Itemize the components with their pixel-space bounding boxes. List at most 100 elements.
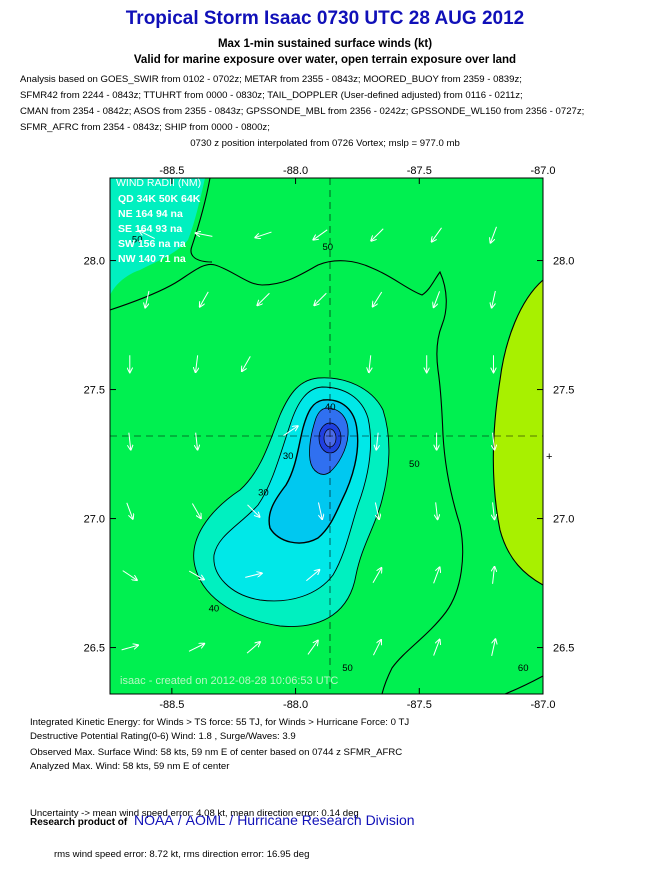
wind-radii-title: WIND RADII (NM) <box>116 177 201 189</box>
chart-subtitle: Max 1-min sustained surface winds (kt) <box>217 38 433 50</box>
wind-vector-arrow <box>247 504 259 517</box>
y-tick-label-right: 26.5 <box>553 643 574 655</box>
wind-radii-row: NE 164 94 na <box>118 208 183 220</box>
wind-vector-arrow <box>433 567 440 584</box>
contour-label: 40 <box>325 402 336 413</box>
wind-vector-arrow <box>200 291 209 307</box>
position-note: 0730 z position interpolated from 0726 V… <box>190 138 460 149</box>
wind-vector-arrow <box>188 644 204 652</box>
wind-vector-arrow <box>376 432 378 450</box>
wind-vector-arrow <box>372 568 381 583</box>
wind-vector-arrow <box>491 639 496 656</box>
contour-label: 60 <box>518 663 529 674</box>
wind-vector-arrow <box>492 290 496 308</box>
wind-vector-arrow <box>432 227 442 242</box>
wind-vector-arrow <box>369 355 371 372</box>
footer-prefix: Research product of <box>30 817 128 828</box>
wind-vector-arrow <box>493 502 495 519</box>
x-tick-label-bottom: -88.5 <box>159 699 184 710</box>
wind-vector-arrow <box>242 356 251 371</box>
info-line: rms wind speed error: 8.72 kt, rms direc… <box>30 848 310 860</box>
x-tick-label-bottom: -87.5 <box>407 699 432 710</box>
wind-vector-arrow <box>372 640 381 656</box>
x-tick-label-bottom: -88.0 <box>283 699 308 710</box>
hrd-link[interactable]: Hurricane Research Division <box>237 812 415 828</box>
y-tick-label-right: 28.0 <box>553 256 574 268</box>
wind-vectors <box>121 226 497 656</box>
footer-separator: / <box>177 812 182 828</box>
isotach-60-southeast <box>504 675 543 694</box>
aoml-link[interactable]: AOML <box>185 812 226 828</box>
analysis-line: Analysis based on GOES_SWIR from 0102 - … <box>20 74 522 85</box>
plot-frame <box>109 177 544 695</box>
noaa-link[interactable]: NOAA <box>134 812 174 828</box>
x-tick-label-bottom: -87.0 <box>530 699 555 710</box>
axis-ticks: -88.5 -88.5 -88.0 -88.0 -87.5 -87.5 -87.0 -87.0… <box>84 165 575 710</box>
wind-vector-arrow <box>307 641 318 655</box>
contour-label: 50 <box>409 459 420 470</box>
analysis-sources: Analysis based on GOES_SWIR from 0102 - … <box>20 72 645 136</box>
wind-radii-table: WIND RADII (NM) QD 34K 50K 64K NE 164 94… <box>116 177 201 265</box>
x-tick-label-top: -87.0 <box>530 165 555 177</box>
wind-vector-arrow <box>188 570 204 579</box>
analysis-line: SFMR_AFRC from 2354 - 0843z; SHIP from 0… <box>20 122 270 133</box>
contour-label: 50 <box>132 235 143 246</box>
analysis-line: SFMR42 from 2244 - 0843z; TTUHRT from 00… <box>20 90 523 101</box>
isotach-10 <box>309 407 349 475</box>
footer-separator: / <box>229 812 234 828</box>
info-line: Uncertainty -> mean wind speed error: 4.… <box>30 808 359 819</box>
contour-label: 40 <box>209 603 220 614</box>
wind-vector-arrow <box>434 291 441 307</box>
max-wind-block: Observed Max. Surface Wind: 58 kts, 59 n… <box>30 746 630 773</box>
wind-vector-arrow <box>317 502 322 520</box>
wind-vector-arrow <box>257 292 270 305</box>
y-tick-label-left: 26.5 <box>84 643 105 655</box>
wind-vector-arrow <box>121 645 138 651</box>
wind-vector-arrow <box>493 432 495 450</box>
chart-title: Tropical Storm Isaac 0730 UTC 28 AUG 201… <box>125 8 525 29</box>
footer: Research product of NOAA / AOML / Hurricane … <box>30 812 415 828</box>
contour-label: 30 <box>258 487 269 498</box>
contour-label: 50 <box>342 663 353 674</box>
field-region-northwest <box>110 178 205 295</box>
wind-vector-arrow <box>283 426 298 436</box>
wind-vector-arrow <box>306 570 319 582</box>
isotach-20 <box>268 399 359 544</box>
wind-radii-row: NW 140 71 na <box>118 253 186 265</box>
center-marker: + <box>546 451 552 463</box>
wind-vector-arrow <box>245 573 261 578</box>
analysis-line: CMAN from 2354 - 0842z; ASOS from 2355 -… <box>20 106 585 117</box>
wind-vector-arrow <box>145 290 150 308</box>
wind-vector-arrow <box>433 640 440 656</box>
info-line: Destructive Potential Rating(0-6) Wind: … <box>30 730 296 742</box>
isotach-50-north <box>110 260 464 694</box>
isotach-50-northwest <box>190 178 213 263</box>
contour-label: 30 <box>283 451 294 462</box>
wind-vector-arrow <box>313 229 328 240</box>
x-tick-label-top: -87.5 <box>407 165 432 177</box>
wind-vector-arrow <box>246 642 260 654</box>
contour-label: 50 <box>322 242 333 253</box>
wind-radii-row: SE 164 93 na <box>118 223 182 235</box>
wind-radii-row: SW 156 na na <box>118 238 186 250</box>
wind-vector-arrow <box>196 233 213 236</box>
wind-vector-arrow <box>196 355 198 372</box>
wind-field-map: 50 50 40 30 30 50 40 50 60 WIND RADII (NM) QD 34… <box>84 165 575 710</box>
wind-vector-arrow <box>374 502 379 520</box>
y-tick-label-left: 27.0 <box>84 514 105 526</box>
ike-block: Integrated Kinetic Energy: for Winds > T… <box>30 716 630 743</box>
wind-vector-arrow <box>191 503 200 518</box>
wind-vector-arrow <box>493 567 495 584</box>
wind-vector-arrow <box>371 228 384 241</box>
wind-vector-arrow <box>140 231 155 240</box>
contour-field: 50 50 40 30 30 50 40 50 60 WIND RADII (NM) QD 34… <box>110 177 543 694</box>
info-line: Analyzed Max. Wind: 58 kts, 59 nm E of c… <box>30 760 230 772</box>
storm-eye <box>324 429 336 447</box>
isotach-30 <box>213 386 372 602</box>
wind-vector-arrow <box>196 432 198 450</box>
wind-vector-arrow <box>314 292 327 305</box>
wind-vector-arrow <box>122 570 137 580</box>
y-tick-label-left: 28.0 <box>84 256 105 268</box>
y-tick-label-right: 27.5 <box>553 385 574 397</box>
wind-vector-arrow <box>129 432 131 450</box>
